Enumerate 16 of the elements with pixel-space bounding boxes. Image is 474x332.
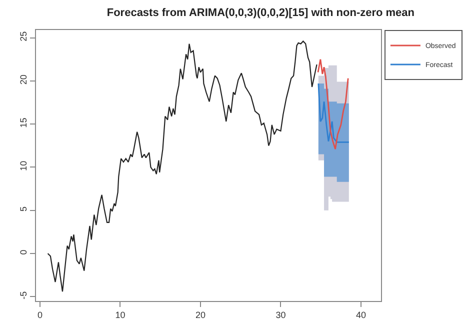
x-tick-label: 10 bbox=[115, 310, 126, 320]
line-series bbox=[47, 40, 318, 292]
y-tick-label: 20 bbox=[18, 74, 28, 85]
y-tick-label: 15 bbox=[18, 118, 28, 128]
y-tick-label: 0 bbox=[18, 250, 28, 255]
x-tick-label: 0 bbox=[38, 310, 43, 320]
line-series bbox=[317, 58, 349, 150]
y-tick-label: -5 bbox=[18, 291, 28, 300]
x-tick-label: 20 bbox=[195, 310, 206, 320]
x-tick-label: 40 bbox=[356, 310, 366, 320]
line-series bbox=[318, 82, 350, 143]
y-tick-label: 25 bbox=[18, 31, 28, 42]
chart-title: Forecasts from ARIMA(0,0,3)(0,0,2)[15] with non-zero mean bbox=[106, 7, 415, 19]
x-tick-label: 30 bbox=[276, 310, 286, 320]
y-tick-label: 5 bbox=[18, 206, 28, 212]
y-tick-label: 10 bbox=[18, 160, 28, 171]
